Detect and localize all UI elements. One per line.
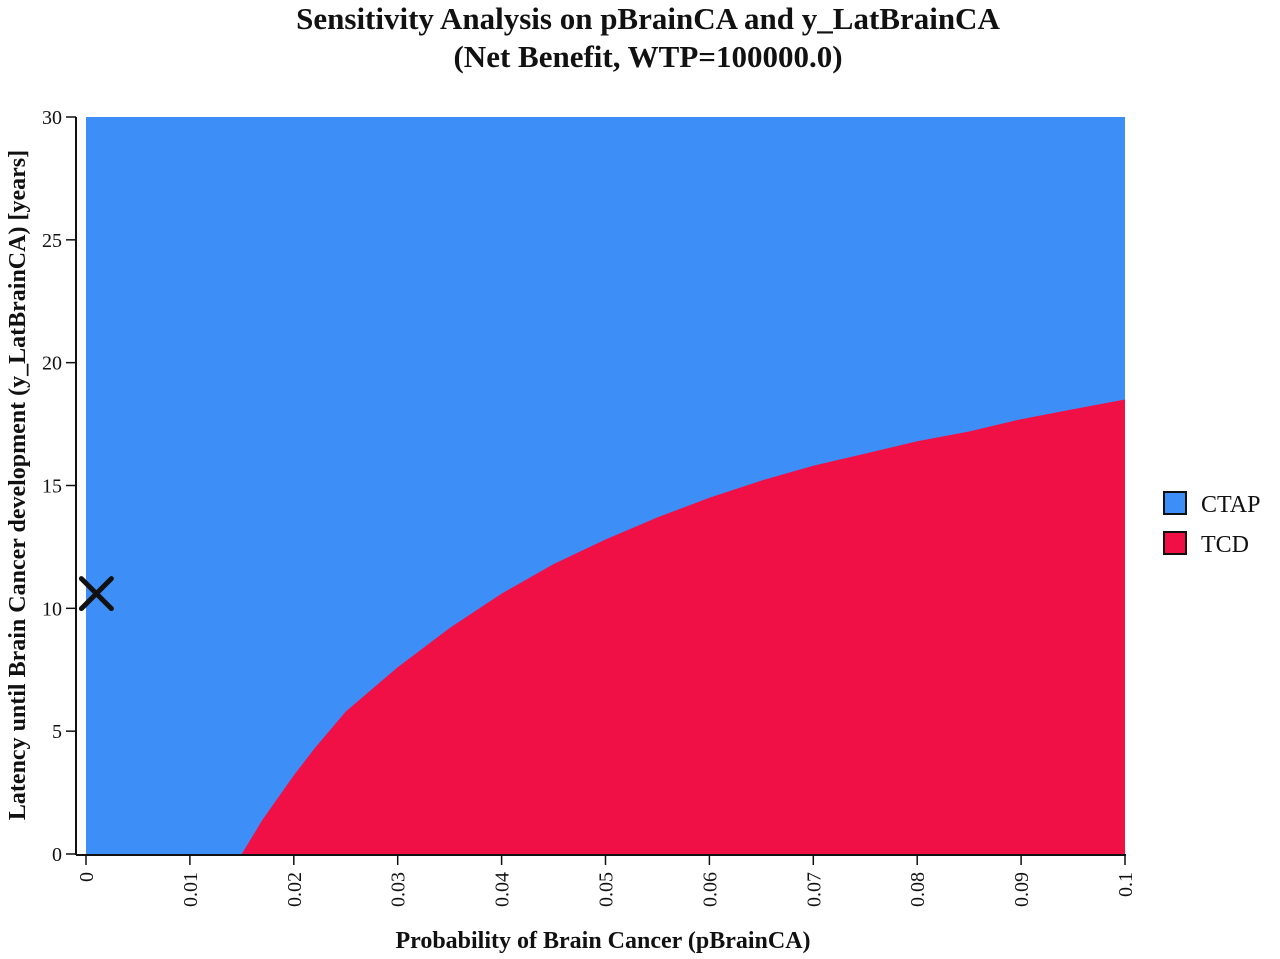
x-tick-label: 0.1	[1115, 872, 1137, 897]
legend-label-tcd: TCD	[1201, 532, 1249, 558]
x-tick-label: 0.08	[907, 872, 929, 907]
x-tick-label: 0.03	[388, 872, 410, 907]
plot-area	[78, 117, 1126, 854]
x-tick-label: 0.02	[284, 872, 306, 907]
y-tick-label: 30	[42, 107, 62, 129]
x-tick-label: 0	[76, 872, 98, 882]
y-tick-label: 20	[42, 353, 62, 375]
x-tick-label: 0.04	[492, 872, 514, 907]
marker-stroke	[78, 576, 114, 612]
axes: 0 5 10 15 20 25 30 0 0.01 0.02 0.03 0.04 0.05 0.06 0.0…	[5, 107, 1137, 954]
y-tick-label: 15	[42, 476, 62, 498]
tcd-region	[241, 399, 1126, 854]
chart-title: Sensitivity Analysis on pBrainCA and y_L…	[296, 1, 1000, 36]
legend: CTAP TCD	[1163, 491, 1260, 558]
y-tick-label: 10	[42, 598, 62, 620]
x-tick-label: 0.07	[803, 872, 825, 907]
base-case-marker	[78, 576, 114, 612]
x-axis-title: Probability of Brain Cancer (pBrainCA)	[395, 928, 810, 954]
x-tick-label: 0.01	[180, 872, 202, 907]
legend-swatch-ctap	[1163, 491, 1187, 515]
y-tick-label: 25	[42, 230, 62, 252]
x-tick-label: 0.06	[699, 872, 721, 907]
y-axis-title: Latency until Brain Cancer development (…	[5, 150, 31, 820]
x-tick-label: 0.05	[596, 872, 618, 907]
legend-swatch-tcd	[1163, 531, 1187, 555]
legend-label-ctap: CTAP	[1201, 492, 1260, 518]
chart-subtitle: (Net Benefit, WTP=100000.0)	[453, 39, 843, 74]
y-tick-label: 0	[52, 844, 62, 866]
x-tick-label: 0.09	[1011, 872, 1033, 907]
y-tick-label: 5	[52, 721, 62, 743]
